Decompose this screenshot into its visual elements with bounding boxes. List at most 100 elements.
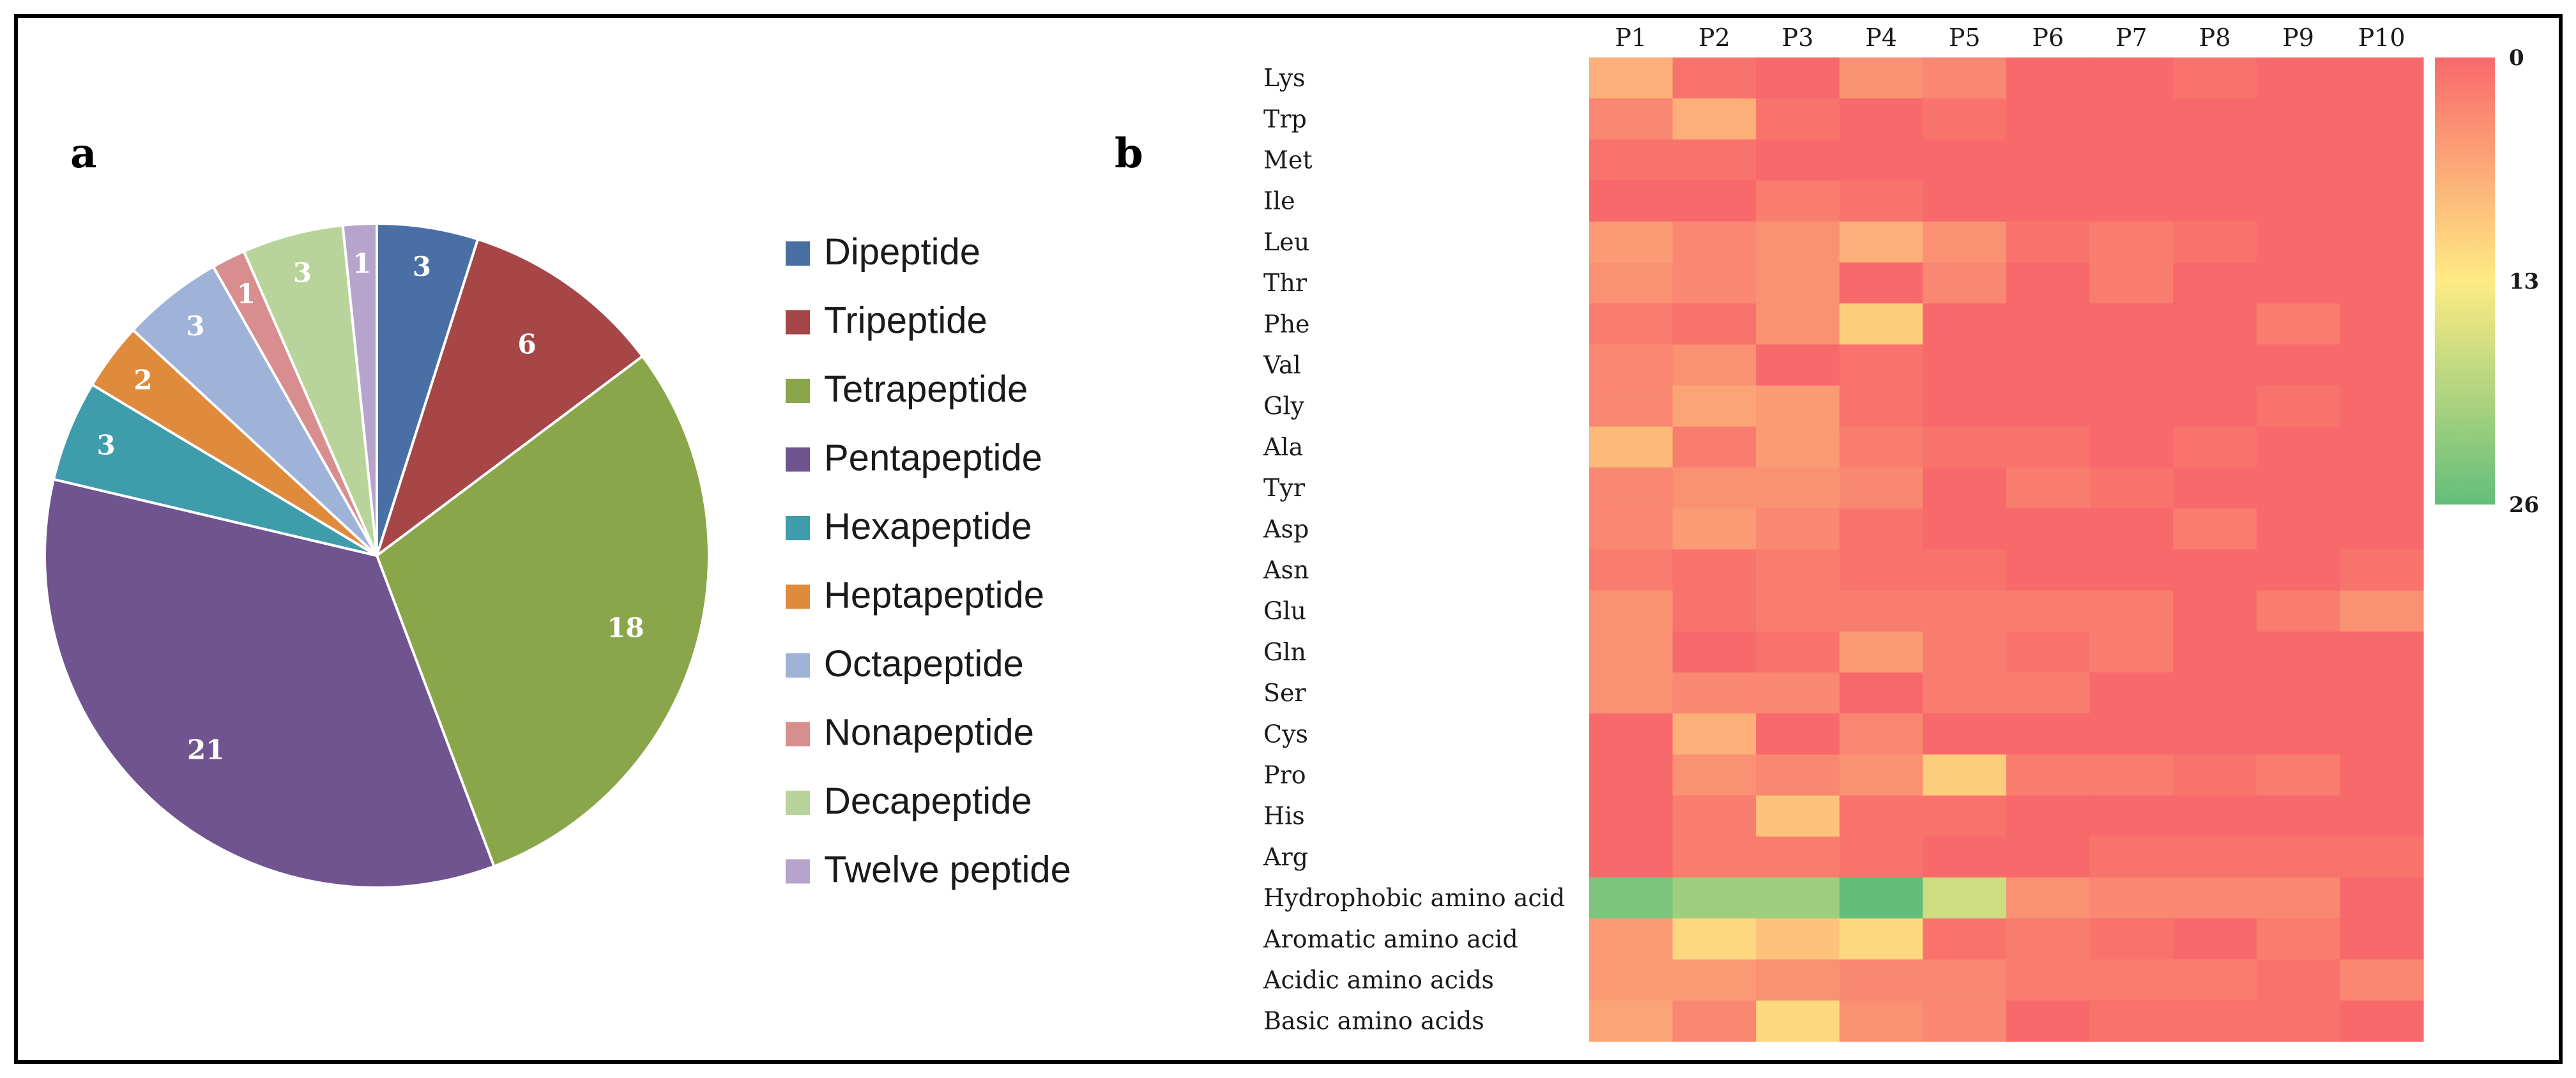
heatmap-cell-basic-amino-acids-p1 xyxy=(1589,1000,1673,1042)
pie-slice-twelve-peptide xyxy=(341,222,378,556)
heatmap-cell-asp-p2 xyxy=(1672,508,1757,550)
heatmap-cell-his-p2 xyxy=(1672,795,1757,837)
heatmap-cell-arg-p3 xyxy=(1756,836,1840,878)
heatmap-cell-ile-p9 xyxy=(2256,180,2340,222)
color-scale-tick-0: 0 xyxy=(2509,45,2524,71)
heatmap-cell-pro-p6 xyxy=(2006,754,2091,796)
heatmap-cell-thr-p9 xyxy=(2256,262,2340,304)
heatmap-cell-trp-p2 xyxy=(1672,98,1757,140)
color-scale-bar xyxy=(2435,57,2495,505)
heatmap-cell-cys-p2 xyxy=(1672,713,1757,755)
heatmap-cell-tyr-p10 xyxy=(2340,467,2424,509)
heatmap-cell-aromatic-amino-acid-p10 xyxy=(2340,918,2424,960)
heatmap-cell-met-p2 xyxy=(1672,139,1757,181)
pie-slice-label-decapeptide: 3 xyxy=(293,257,312,288)
legend-label-tripeptide: Tripeptide xyxy=(824,300,987,342)
heatmap-cell-his-p9 xyxy=(2256,795,2340,837)
heatmap-cell-thr-p7 xyxy=(2089,262,2174,304)
heatmap-cell-asp-p1 xyxy=(1589,508,1673,550)
heatmap-cell-ile-p5 xyxy=(1923,180,2007,222)
legend-swatch-octapeptide xyxy=(786,653,810,678)
heatmap-row-label-trp: Trp xyxy=(1263,105,1307,133)
heatmap-cell-met-p9 xyxy=(2256,139,2340,181)
heatmap-cell-gly-p4 xyxy=(1839,385,1923,427)
heatmap-cell-cys-p6 xyxy=(2006,713,2091,755)
heatmap-cell-gly-p7 xyxy=(2089,385,2174,427)
heatmap-cell-lys-p10 xyxy=(2340,57,2424,99)
heatmap-col-label-p8: P8 xyxy=(2199,24,2231,52)
heatmap-cell-ile-p1 xyxy=(1589,180,1673,222)
heatmap-cell-tyr-p6 xyxy=(2006,467,2091,509)
legend-swatch-decapeptide xyxy=(786,791,810,815)
heatmap-cell-asn-p8 xyxy=(2173,549,2257,591)
heatmap-cell-gln-p2 xyxy=(1672,631,1757,673)
heatmap-cell-basic-amino-acids-p7 xyxy=(2089,1000,2174,1042)
legend-swatch-tetrapeptide xyxy=(786,379,810,403)
heatmap-cell-tyr-p2 xyxy=(1672,467,1757,509)
heatmap-cell-phe-p2 xyxy=(1672,303,1757,345)
heatmap-cell-ala-p7 xyxy=(2089,426,2174,468)
heatmap-cell-hydrophobic-amino-acid-p2 xyxy=(1672,877,1757,919)
heatmap-cell-phe-p7 xyxy=(2089,303,2174,345)
heatmap-cell-leu-p8 xyxy=(2173,221,2257,263)
heatmap-cell-lys-p9 xyxy=(2256,57,2340,99)
heatmap-cell-tyr-p3 xyxy=(1756,467,1840,509)
heatmap-row-label-met: Met xyxy=(1263,146,1313,174)
heatmap-cell-met-p10 xyxy=(2340,139,2424,181)
heatmap-cell-basic-amino-acids-p10 xyxy=(2340,1000,2424,1042)
heatmap-col-label-p9: P9 xyxy=(2282,24,2314,52)
legend-label-decapeptide: Decapeptide xyxy=(824,780,1032,822)
heatmap-cell-glu-p10 xyxy=(2340,590,2424,632)
heatmap-row-label-phe: Phe xyxy=(1263,310,1310,338)
legend-swatch-dipeptide xyxy=(786,241,810,266)
heatmap-cell-ile-p3 xyxy=(1756,180,1840,222)
heatmap-cell-ser-p3 xyxy=(1756,672,1840,714)
heatmap-cell-asp-p4 xyxy=(1839,508,1923,550)
heatmap-cell-ser-p5 xyxy=(1923,672,2007,714)
heatmap-cell-his-p8 xyxy=(2173,795,2257,837)
heatmap-cell-ile-p2 xyxy=(1672,180,1757,222)
heatmap-cell-hydrophobic-amino-acid-p7 xyxy=(2089,877,2174,919)
heatmap-cell-pro-p9 xyxy=(2256,754,2340,796)
heatmap-cell-asn-p10 xyxy=(2340,549,2424,591)
heatmap-cell-his-p7 xyxy=(2089,795,2174,837)
heatmap-cell-acidic-amino-acids-p6 xyxy=(2006,959,2091,1001)
pie-slice-octapeptide xyxy=(131,264,378,557)
heatmap-cell-gln-p1 xyxy=(1589,631,1673,673)
legend-swatch-heptapeptide xyxy=(786,584,810,609)
heatmap-cell-lys-p8 xyxy=(2173,57,2257,99)
heatmap-cell-asn-p9 xyxy=(2256,549,2340,591)
heatmap-cell-pro-p10 xyxy=(2340,754,2424,796)
heatmap-row-label-ile: Ile xyxy=(1263,187,1295,215)
heatmap-cell-his-p4 xyxy=(1839,795,1923,837)
heatmap-cell-arg-p9 xyxy=(2256,836,2340,878)
heatmap-row-label-cys: Cys xyxy=(1263,720,1308,748)
heatmap-cell-acidic-amino-acids-p9 xyxy=(2256,959,2340,1001)
heatmap-row-label-gln: Gln xyxy=(1263,638,1306,666)
heatmap-cell-asn-p4 xyxy=(1839,549,1923,591)
pie-slice-tetrapeptide xyxy=(375,354,710,869)
heatmap-cell-trp-p10 xyxy=(2340,98,2424,140)
pie-slice-hexapeptide xyxy=(52,383,378,557)
legend-label-nonapeptide: Nonapeptide xyxy=(824,712,1034,754)
heatmap-cell-tyr-p1 xyxy=(1589,467,1673,509)
heatmap-row-label-his: His xyxy=(1263,802,1305,830)
heatmap-cell-arg-p7 xyxy=(2089,836,2174,878)
heatmap-cell-ser-p4 xyxy=(1839,672,1923,714)
heatmap-cell-val-p2 xyxy=(1672,344,1757,386)
heatmap-cell-arg-p5 xyxy=(1923,836,2007,878)
color-scale: 0 13 26 xyxy=(2435,45,2539,518)
pie-slice-label-octapeptide: 3 xyxy=(186,310,204,342)
heatmap-cell-cys-p8 xyxy=(2173,713,2257,755)
heatmap-cell-trp-p1 xyxy=(1589,98,1673,140)
heatmap-cell-pro-p4 xyxy=(1839,754,1923,796)
heatmap-row-label-ala: Ala xyxy=(1263,433,1303,461)
pie-slice-label-heptapeptide: 2 xyxy=(133,364,152,395)
heatmap-cell-val-p7 xyxy=(2089,344,2174,386)
heatmap-cell-acidic-amino-acids-p10 xyxy=(2340,959,2424,1001)
heatmap-cell-basic-amino-acids-p9 xyxy=(2256,1000,2340,1042)
heatmap-cell-cys-p5 xyxy=(1923,713,2007,755)
pie-slice-label-tetrapeptide: 18 xyxy=(607,612,644,643)
heatmap-cell-aromatic-amino-acid-p3 xyxy=(1756,918,1840,960)
heatmap-cell-ile-p10 xyxy=(2340,180,2424,222)
